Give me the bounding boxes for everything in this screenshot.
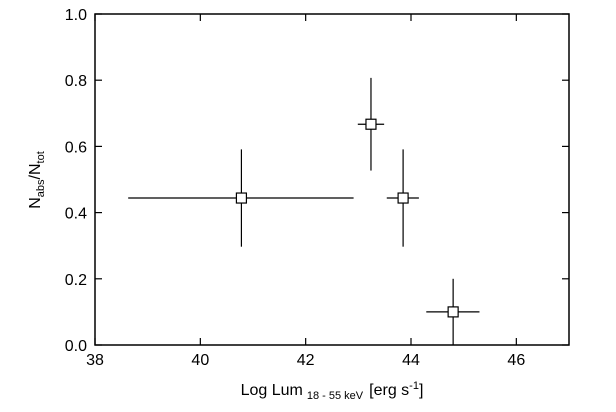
point-marker (447, 306, 459, 318)
y-axis-label: Nabs/Ntot (27, 151, 47, 209)
y-tick-label: 0.8 (65, 73, 87, 90)
x-label-unit: [erg s (369, 382, 409, 399)
plot-frame (94, 13, 570, 346)
x-tick-label: 40 (191, 352, 209, 369)
y-label-n2: /N (27, 163, 44, 179)
y-label-sub2: tot (35, 151, 47, 163)
y-tick-label: 1.0 (65, 7, 87, 24)
y-tick-label: 0.6 (65, 139, 87, 156)
y-tick-label: 0.2 (65, 272, 87, 289)
y-label-sub: abs (35, 179, 47, 197)
x-label-sup: -1 (409, 380, 419, 392)
y-tick-label: 0.4 (65, 206, 87, 223)
y-label-n: N (27, 197, 44, 209)
x-label-sub: 18 - 55 keV (307, 390, 364, 402)
x-tick-label: 44 (402, 352, 420, 369)
y-tick-label: 0.0 (65, 338, 87, 355)
x-tick-label: 38 (86, 352, 104, 369)
x-tick-label: 46 (507, 352, 525, 369)
x-label-main: Log Lum (241, 382, 303, 399)
x-axis-label: Log Lum 18 - 55 keV [erg s-1] (241, 380, 424, 402)
point-marker (365, 118, 377, 130)
x-label-close: ] (419, 382, 423, 399)
point-marker (397, 192, 409, 204)
x-tick-label: 42 (297, 352, 315, 369)
point-marker (235, 192, 248, 204)
